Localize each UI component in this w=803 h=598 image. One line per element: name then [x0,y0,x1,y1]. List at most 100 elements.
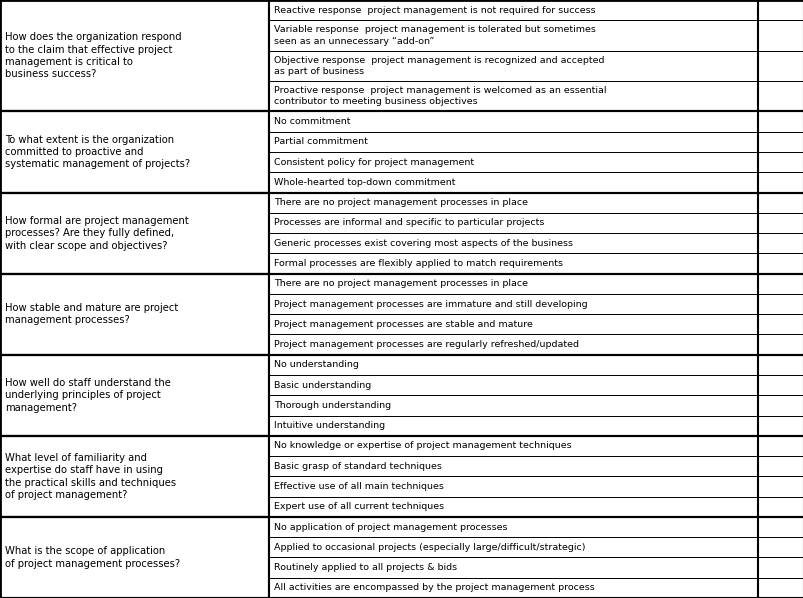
Bar [757,51,803,81]
Text: Formal processes are flexibly applied to match requirements: Formal processes are flexibly applied to… [274,259,563,268]
Text: Project management processes are immature and still developing: Project management processes are immatur… [274,300,587,309]
Bar [269,436,757,456]
Bar [269,477,757,497]
Bar [0,111,269,193]
Bar [757,314,803,334]
Bar [0,193,803,274]
Bar [757,172,803,193]
Bar [269,557,757,578]
Bar [757,395,803,416]
Bar [757,132,803,152]
Text: There are no project management processes in place: There are no project management processe… [274,279,528,288]
Text: How formal are project management
processes? Are they fully defined,
with clear : How formal are project management proces… [5,216,189,251]
Bar [0,355,803,436]
Text: No commitment: No commitment [274,117,350,126]
Bar [269,233,757,254]
Bar [757,274,803,294]
Bar [757,111,803,132]
Bar [269,497,757,517]
Bar [757,537,803,557]
Text: Whole-hearted top-down commitment: Whole-hearted top-down commitment [274,178,455,187]
Text: How well do staff understand the
underlying principles of project
management?: How well do staff understand the underly… [5,378,171,413]
Text: Project management processes are regularly refreshed/updated: Project management processes are regular… [274,340,579,349]
Bar [0,193,269,274]
Bar [269,456,757,477]
Bar [757,578,803,598]
Bar [0,274,269,355]
Text: Project management processes are stable and mature: Project management processes are stable … [274,320,532,329]
Text: All activities are encompassed by the project management process: All activities are encompassed by the pr… [274,584,594,593]
Bar [757,233,803,254]
Bar [269,132,757,152]
Text: Effective use of all main techniques: Effective use of all main techniques [274,482,444,491]
Bar [0,517,269,598]
Bar [269,81,757,111]
Bar [757,355,803,375]
Bar [0,274,803,355]
Bar [757,375,803,395]
Bar [757,152,803,172]
Text: No application of project management processes: No application of project management pro… [274,523,507,532]
Bar [0,0,269,111]
Bar [269,334,757,355]
Text: Applied to occasional projects (especially large/difficult/strategic): Applied to occasional projects (especial… [274,543,585,552]
Bar [269,395,757,416]
Text: Partial commitment: Partial commitment [274,138,368,147]
Text: Proactive response  project management is welcomed as an essential
contributor t: Proactive response project management is… [274,86,606,106]
Bar [269,254,757,274]
Text: How does the organization respond
to the claim that effective project
management: How does the organization respond to the… [5,32,181,80]
Bar [757,0,803,20]
Bar [269,51,757,81]
Bar [757,193,803,213]
Bar [0,355,269,436]
Text: How stable and mature are project
management processes?: How stable and mature are project manage… [5,303,178,325]
Text: Processes are informal and specific to particular projects: Processes are informal and specific to p… [274,218,544,227]
Bar [269,172,757,193]
Bar [269,152,757,172]
Text: No understanding: No understanding [274,361,359,370]
Bar [0,0,803,111]
Text: There are no project management processes in place: There are no project management processe… [274,198,528,208]
Bar [757,81,803,111]
Text: Variable response  project management is tolerated but sometimes
seen as an unne: Variable response project management is … [274,26,596,45]
Bar [269,193,757,213]
Bar [757,254,803,274]
Bar [757,497,803,517]
Text: Routinely applied to all projects & bids: Routinely applied to all projects & bids [274,563,457,572]
Bar [757,557,803,578]
Text: Expert use of all current techniques: Expert use of all current techniques [274,502,444,511]
Bar [757,416,803,436]
Bar [269,294,757,314]
Text: Objective response  project management is recognized and accepted
as part of bus: Objective response project management is… [274,56,604,76]
Text: Basic understanding: Basic understanding [274,381,371,390]
Bar [757,294,803,314]
Bar [269,20,757,51]
Bar [757,213,803,233]
Text: Thorough understanding: Thorough understanding [274,401,391,410]
Bar [757,477,803,497]
Text: To what extent is the organization
committed to proactive and
systematic managem: To what extent is the organization commi… [5,135,190,169]
Text: Consistent policy for project management: Consistent policy for project management [274,158,474,167]
Bar [269,274,757,294]
Text: What is the scope of application
of project management processes?: What is the scope of application of proj… [5,546,180,569]
Bar [269,517,757,537]
Bar [269,111,757,132]
Bar [269,213,757,233]
Bar [757,517,803,537]
Bar [269,355,757,375]
Bar [0,436,269,517]
Text: What level of familiarity and
expertise do staff have in using
the practical ski: What level of familiarity and expertise … [5,453,176,500]
Text: Generic processes exist covering most aspects of the business: Generic processes exist covering most as… [274,239,573,248]
Bar [757,334,803,355]
Bar [269,416,757,436]
Text: No knowledge or expertise of project management techniques: No knowledge or expertise of project man… [274,441,571,450]
Text: Reactive response  project management is not required for success: Reactive response project management is … [274,5,595,14]
Bar [269,314,757,334]
Bar [0,111,803,193]
Bar [0,436,803,517]
Bar [269,375,757,395]
Bar [269,578,757,598]
Text: Basic grasp of standard techniques: Basic grasp of standard techniques [274,462,442,471]
Bar [0,517,803,598]
Bar [269,0,757,20]
